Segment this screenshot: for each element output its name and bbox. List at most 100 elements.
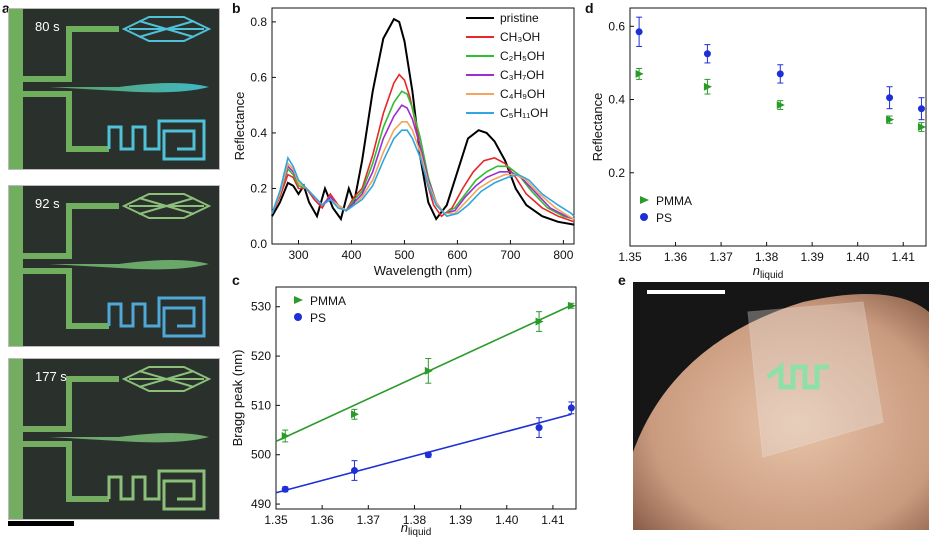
fingertip-illustration <box>633 290 929 530</box>
y-axis-label: Reflectance <box>590 93 605 162</box>
plot-frame <box>271 7 575 245</box>
y-tick-label: 0.0 <box>250 237 267 251</box>
data-point-pmma <box>886 115 895 124</box>
microscope-image-92s: 92 s <box>8 185 220 347</box>
x-tick-label: 1.40 <box>495 513 519 527</box>
scale-bar-a <box>8 521 74 526</box>
data-point-pmma <box>567 301 576 310</box>
y-tick-label: 510 <box>251 398 271 412</box>
y-tick-label: 0.2 <box>250 181 267 195</box>
plot-frame <box>629 7 927 247</box>
fit-line-pmma <box>275 304 572 443</box>
data-point-pmma <box>917 123 926 131</box>
x-tick-label: 1.36 <box>310 513 334 527</box>
time-label: 177 s <box>35 369 67 384</box>
microscope-image-80s: 80 s <box>8 8 220 170</box>
x-tick-label: 500 <box>394 248 414 262</box>
legend-marker <box>294 296 303 304</box>
legend-label: C₄H₉OH <box>500 87 545 101</box>
spectrum-line-1 <box>271 73 575 223</box>
x-tick-label: 1.38 <box>403 513 427 527</box>
panel-letter-b: b <box>232 0 241 16</box>
data-point-ps <box>776 70 784 78</box>
y-axis-label: Reflectance <box>232 92 247 161</box>
x-tick-label: 1.38 <box>755 250 779 264</box>
x-tick-label: 1.35 <box>618 250 642 264</box>
time-label: 92 s <box>35 196 60 211</box>
legend-label: PS <box>310 311 326 325</box>
data-point-ps <box>424 451 432 459</box>
panel-letter-a: a <box>2 0 10 16</box>
x-tick-label: 700 <box>500 248 520 262</box>
data-point-ps <box>917 105 925 113</box>
data-point-pmma <box>350 410 359 419</box>
data-point-ps <box>635 28 643 36</box>
data-point-ps <box>535 424 543 432</box>
spectrum-line-5 <box>271 129 575 218</box>
data-point-pmma <box>703 82 712 91</box>
legend-marker <box>640 213 648 221</box>
reflectance-vs-n-chart: 1.35 1.36 1.37 1.38 1.39 1.40 1.41 0.2 0.4 0.6 nli… <box>590 7 927 280</box>
time-label: 80 s <box>35 19 60 34</box>
data-point-ps <box>567 404 575 412</box>
x-tick-label: 1.39 <box>800 250 824 264</box>
x-tick-label: 400 <box>341 248 361 262</box>
y-tick-label: 530 <box>251 300 271 314</box>
legend-label: CH₃OH <box>500 30 540 44</box>
y-tick-label: 0.4 <box>250 126 267 140</box>
legend-label: PS <box>656 211 672 225</box>
x-tick-label: 1.41 <box>892 250 916 264</box>
x-axis-label-subscript: liquid <box>408 527 431 538</box>
data-point-pmma <box>535 317 544 326</box>
x-tick-label: 1.37 <box>357 513 381 527</box>
y-tick-label: 0.8 <box>250 15 267 29</box>
data-point-pmma <box>776 101 785 110</box>
y-tick-label: 0.6 <box>608 19 625 33</box>
y-tick-label: 0.4 <box>608 93 625 107</box>
legend-label: C₃H₇OH <box>500 68 544 82</box>
data-point-ps <box>350 467 358 475</box>
x-tick-label: 1.36 <box>664 250 688 264</box>
scale-bar-e <box>647 290 725 294</box>
fit-line-ps <box>275 413 572 494</box>
y-axis-label: Bragg peak (nm) <box>230 350 245 447</box>
legend-label: pristine <box>500 11 539 25</box>
data-point-pmma <box>635 69 644 78</box>
legend-label: PMMA <box>310 294 346 308</box>
data-point-ps <box>281 485 289 493</box>
x-tick-label: 800 <box>553 248 573 262</box>
spectrum-line-0 <box>271 17 575 226</box>
x-axis-label: nliquid <box>753 263 784 280</box>
legend-label: C₂H₅OH <box>500 49 545 63</box>
panel-letter-d: d <box>585 0 594 16</box>
microfluidic-pattern <box>9 359 212 519</box>
bragg-peak-chart: 1.35 1.36 1.37 1.38 1.39 1.40 1.41 490 500 510 520… <box>230 286 577 538</box>
microfluidic-pattern <box>9 9 212 169</box>
x-tick-label: 1.39 <box>449 513 473 527</box>
x-tick-label: 1.35 <box>264 513 288 527</box>
y-tick-label: 0.6 <box>250 70 267 84</box>
microscope-image-177s: 177 s <box>8 358 220 520</box>
x-tick-label: 600 <box>447 248 467 262</box>
y-tick-label: 490 <box>251 497 271 511</box>
data-point-pmma <box>424 366 433 375</box>
x-tick-label: 1.41 <box>541 513 565 527</box>
y-tick-label: 0.2 <box>608 166 625 180</box>
plot-frame <box>275 286 577 510</box>
y-tick-label: 500 <box>251 448 271 462</box>
spectra-chart: 300 400 500 600 700 800 0.0 0.2 0.4 0.6 0.8 Wavelen… <box>232 7 575 278</box>
data-point-ps <box>886 94 894 102</box>
legend-label: C₅H₁₁OH <box>500 106 548 120</box>
x-tick-label: 1.40 <box>846 250 870 264</box>
panel-letter-e: e <box>618 272 626 288</box>
data-point-ps <box>703 50 711 58</box>
x-tick-label: 300 <box>288 248 308 262</box>
panel-letter-c: c <box>232 272 240 288</box>
x-axis-label-subscript: liquid <box>760 270 783 280</box>
x-axis-label: Wavelength (nm) <box>374 263 473 278</box>
x-tick-label: 1.37 <box>709 250 733 264</box>
legend-label: PMMA <box>656 194 692 208</box>
legend-marker <box>640 196 649 204</box>
legend-marker <box>294 313 302 321</box>
fingertip-photo <box>633 282 929 530</box>
